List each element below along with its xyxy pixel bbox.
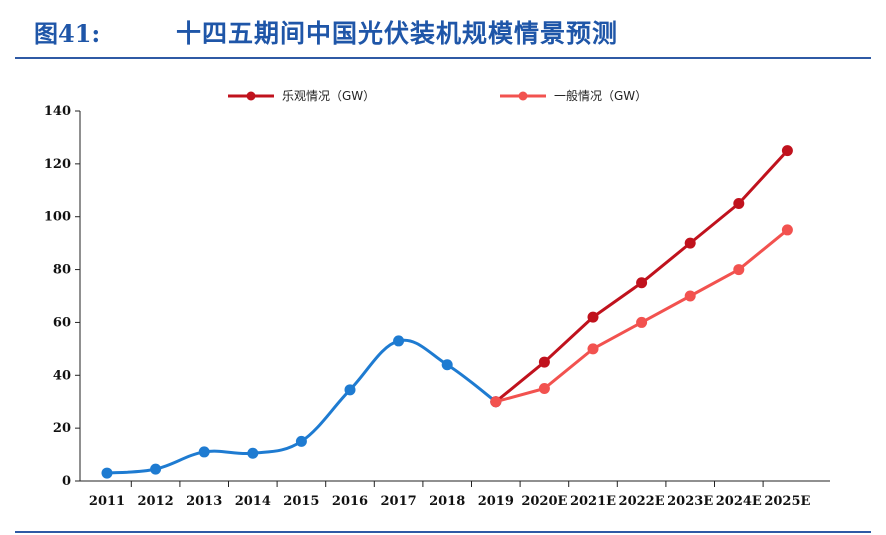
data-point [781, 145, 793, 157]
data-point [636, 316, 648, 328]
data-point [684, 237, 696, 249]
line-chart: 乐观情况（GW） 一般情况（GW） 0 20 40 60 80 100 120 140 2011 2… [44, 88, 830, 509]
data-point [490, 396, 502, 408]
x-tick-label: 2022E [619, 494, 665, 509]
data-point [587, 343, 599, 355]
header-rule [15, 57, 871, 59]
y-tick-label: 0 [62, 474, 71, 489]
legend: 乐观情况（GW） 一般情况（GW） [228, 88, 647, 103]
x-tick-label: 2023E [667, 494, 713, 509]
figure-number: 图41: [34, 19, 101, 48]
data-point [587, 311, 599, 323]
y-tick-label: 100 [44, 210, 71, 225]
data-point [393, 335, 405, 347]
footer-rule [15, 531, 871, 533]
legend-label: 乐观情况（GW） [282, 89, 375, 103]
axes: 0 20 40 60 80 100 120 140 2011 2012 2013 2014 2015 20… [44, 104, 830, 509]
y-tick-label: 140 [44, 104, 71, 119]
x-tick-label: 2025E [764, 494, 810, 509]
x-tick-label: 2021E [570, 494, 616, 509]
data-point [295, 435, 307, 447]
series-layer [101, 145, 793, 479]
data-point [101, 467, 113, 479]
x-tick-label: 2013 [186, 494, 222, 509]
data-point [684, 290, 696, 302]
x-tick-label: 2015 [283, 494, 319, 509]
y-tick-label: 60 [53, 315, 71, 330]
figure-header: 图41: 十四五期间中国光伏装机规模情景预测 [0, 0, 886, 60]
legend-marker [518, 91, 528, 101]
series-line-0 [106, 338, 497, 475]
x-tick-label: 2019 [478, 494, 514, 509]
data-point [636, 277, 648, 289]
x-tick-label: 2011 [89, 494, 125, 509]
x-tick-label: 2012 [138, 494, 174, 509]
x-tick-label: 2017 [381, 494, 417, 509]
x-tick-label: 2020E [521, 494, 567, 509]
series-line-2 [495, 228, 789, 404]
x-tick-label: 2016 [332, 494, 368, 509]
y-tick-label: 80 [53, 263, 71, 278]
legend-label: 一般情况（GW） [554, 88, 647, 103]
y-tick-label: 20 [53, 421, 71, 436]
data-point [198, 446, 210, 458]
figure-title: 十四五期间中国光伏装机规模情景预测 [176, 19, 619, 48]
x-tick-label: 2024E [716, 494, 762, 509]
y-tick-label: 120 [44, 157, 71, 172]
data-point [150, 463, 162, 475]
x-tick-label: 2018 [429, 494, 465, 509]
data-point [781, 224, 793, 236]
x-tick-label: 2014 [235, 494, 271, 509]
y-tick-label: 40 [53, 368, 71, 383]
data-point [441, 359, 453, 371]
legend-marker [246, 91, 256, 101]
data-point [247, 447, 259, 459]
data-point [344, 384, 356, 396]
data-point [733, 264, 745, 276]
data-point [538, 356, 550, 368]
data-point [538, 383, 550, 394]
data-point [733, 198, 745, 209]
